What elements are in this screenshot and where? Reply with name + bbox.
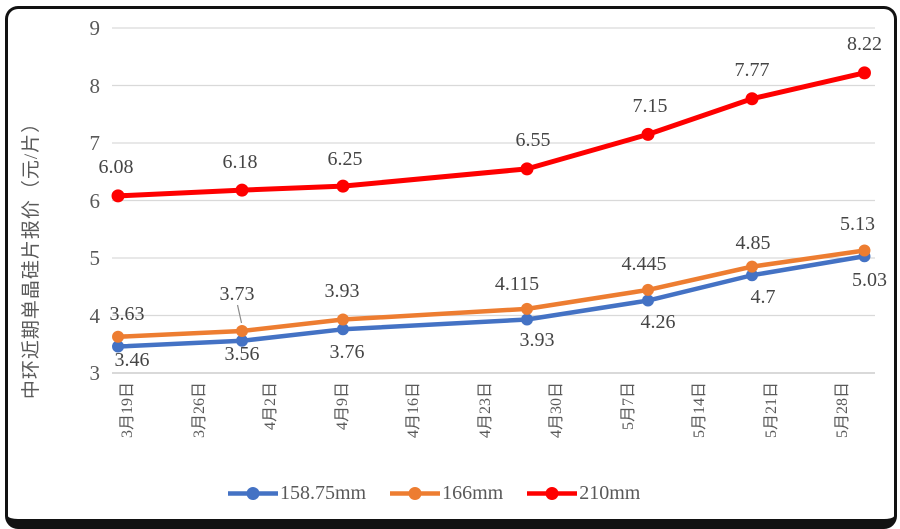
legend-line-marker-icon [527,487,578,500]
data-label-158-75mm: 3.76 [329,341,365,364]
legend-label: 210mm [579,482,641,504]
data-point-marker [235,183,249,197]
data-label-166mm: 4.445 [621,252,667,275]
data-label-210mm: 6.25 [327,148,363,171]
data-point-marker [336,313,349,326]
data-point-marker [111,189,125,203]
legend-label: 166mm [442,482,504,504]
legend: 158.75mm 166mm 210mm [228,480,640,507]
data-label-210mm: 6.08 [98,155,134,178]
data-label-210mm: 6.55 [515,128,551,151]
legend-line-marker-icon [390,487,441,500]
data-label-210mm: 7.15 [632,95,668,118]
data-point-marker [746,269,759,282]
label-leader-line [236,304,243,324]
data-label-166mm: 3.63 [109,302,145,325]
y-tick-label: 8 [89,73,101,98]
data-point-marker [642,294,655,307]
data-point-marker [112,330,125,343]
data-label-166mm: 4.85 [735,231,771,254]
y-tick-label: 3 [89,361,101,385]
data-label-166mm: 5.13 [839,212,875,235]
data-point-marker [520,302,533,315]
x-tick-label: 5月7日 [619,382,637,431]
x-tick-label: 5月21日 [762,382,780,439]
x-tick-label: 4月16日 [405,382,423,439]
x-tick-label: 5月14日 [691,382,709,439]
data-label-158-75mm: 4.26 [640,310,676,333]
data-label-210mm: 6.18 [222,151,258,174]
data-point-marker [746,260,759,273]
y-tick-label: 7 [89,131,101,155]
data-point-marker [112,340,125,353]
legend-item-158-75mm: 158.75mm [228,482,366,505]
data-label-210mm: 8.22 [846,32,882,55]
legend-line-marker-icon [228,487,278,500]
y-tick-label: 4 [89,303,101,328]
y-tick-label: 5 [89,246,101,270]
data-point-marker [857,66,871,80]
data-point-marker [520,313,533,326]
x-tick-label: 4月23日 [476,382,494,439]
data-label-158-75mm: 5.03 [851,269,887,292]
data-label-158-75mm: 3.56 [224,342,260,365]
y-axis-title: 中环近期单晶硅片报价（元/片） [21,112,42,400]
x-tick-label: 4月30日 [548,382,566,439]
data-point-marker [642,283,655,296]
data-label-166mm: 4.115 [494,272,540,295]
data-point-marker [745,92,759,106]
y-tick-label: 9 [89,16,101,40]
data-label-158-75mm: 4.7 [750,286,776,309]
data-label-166mm: 3.93 [324,279,360,302]
x-tick-label: 3月19日 [119,382,137,439]
data-point-marker [236,334,249,347]
y-tick-label: 6 [89,188,101,213]
data-label-158-75mm: 3.46 [114,348,150,371]
data-point-marker [336,323,349,336]
x-tick-label: 3月26日 [190,382,208,439]
data-point-marker [520,162,534,176]
data-label-210mm: 7.77 [734,58,770,81]
data-point-marker [858,244,871,257]
data-point-marker [236,325,249,338]
legend-item-166mm: 166mm [390,482,503,505]
data-label-158-75mm: 3.93 [519,328,555,351]
x-tick-label: 5月28日 [834,382,852,439]
data-point-marker [641,127,655,141]
legend-label: 158.75mm [280,482,367,504]
x-tick-label: 4月9日 [333,382,351,431]
legend-item-210mm: 210mm [527,482,640,505]
x-tick-label: 4月2日 [262,382,280,431]
data-point-marker [336,179,350,193]
data-label-166mm: 3.73 [219,283,255,306]
